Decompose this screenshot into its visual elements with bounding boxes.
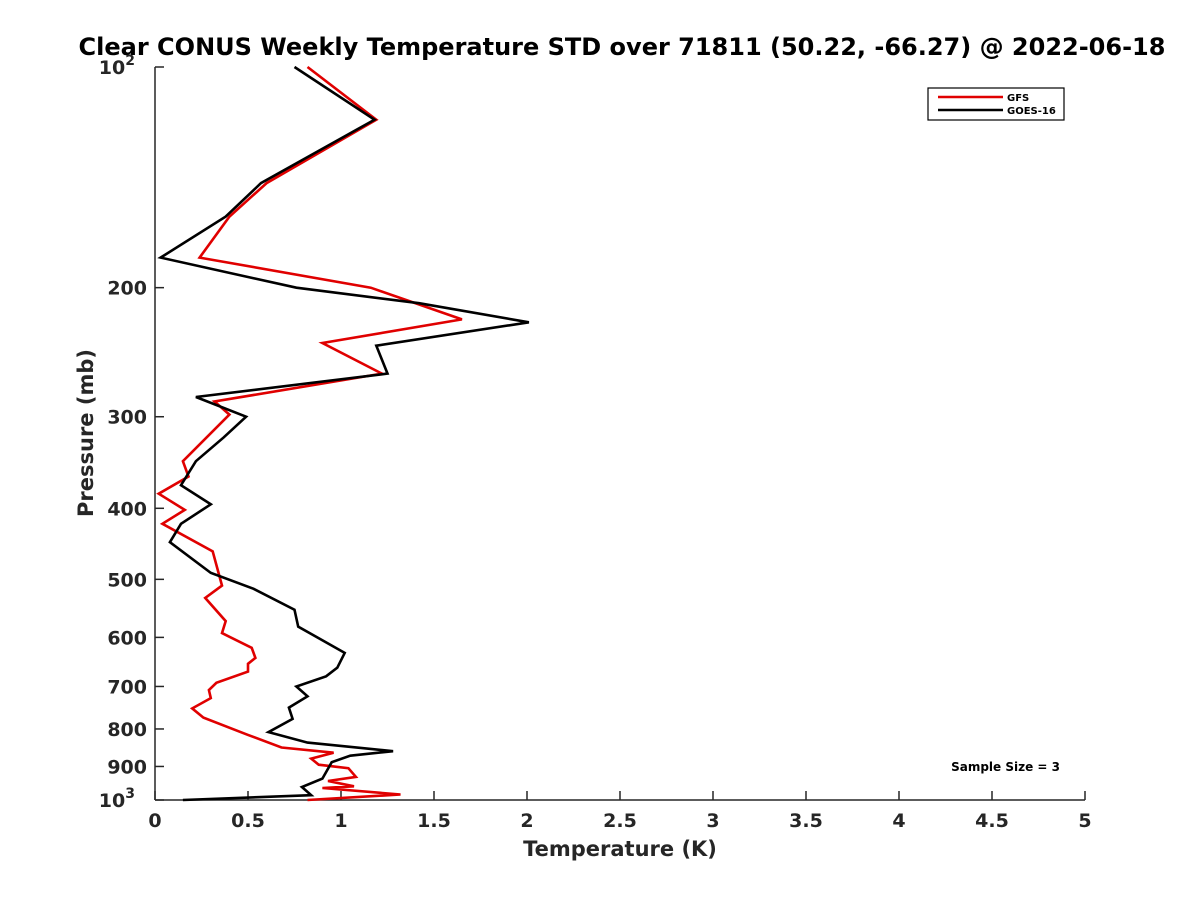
legend: GFS GOES-16: [927, 87, 1065, 121]
series-line-gfs: [156, 65, 463, 802]
x-axis-label: Temperature (K): [523, 837, 717, 861]
legend-label-gfs: GFS: [1007, 93, 1029, 104]
chart-title: Clear CONUS Weekly Temperature STD over …: [79, 33, 1166, 61]
x-tick-label: 2: [520, 810, 533, 832]
y-tick-label: 800: [107, 719, 147, 741]
x-tick-label: 4.5: [975, 810, 1009, 832]
x-tick-label: 3.5: [789, 810, 823, 832]
y-tick-label: 600: [107, 627, 147, 649]
y-tick-label: 102: [99, 53, 135, 79]
x-tick-label: 4: [892, 810, 905, 832]
plot-axes: 0 0.5 1 1.5 2 2.5 3 3.5 4 4.5 51022003004005006007…: [99, 53, 1092, 832]
x-tick-label: 2.5: [603, 810, 637, 832]
y-tick-label: 200: [107, 278, 147, 300]
y-tick-base: 10: [99, 57, 125, 79]
y-axis-label: Pressure (mb): [74, 349, 98, 517]
y-tick-label: 700: [107, 676, 147, 698]
y-tick-base: 10: [99, 790, 125, 812]
legend-label-goes16: GOES-16: [1007, 106, 1056, 117]
y-tick-label: 500: [107, 569, 147, 591]
y-tick-label: 103: [99, 786, 135, 812]
sample-size-annotation: Sample Size = 3: [951, 760, 1060, 774]
y-tick-label: 900: [107, 756, 147, 778]
y-tick-exponent: 2: [125, 53, 135, 69]
series-line-goes16: [157, 65, 530, 802]
x-tick-label: 3: [706, 810, 719, 832]
y-tick-label: 300: [107, 407, 147, 429]
legend-box: [927, 87, 1065, 121]
plot-series: [156, 65, 530, 802]
x-tick-label: 1: [334, 810, 347, 832]
x-tick-label: 5: [1078, 810, 1091, 832]
x-tick-label: 0.5: [231, 810, 265, 832]
y-tick-label: 400: [107, 498, 147, 520]
x-tick-label: 0: [148, 810, 161, 832]
y-tick-exponent: 3: [125, 786, 135, 802]
x-tick-label: 1.5: [417, 810, 451, 832]
